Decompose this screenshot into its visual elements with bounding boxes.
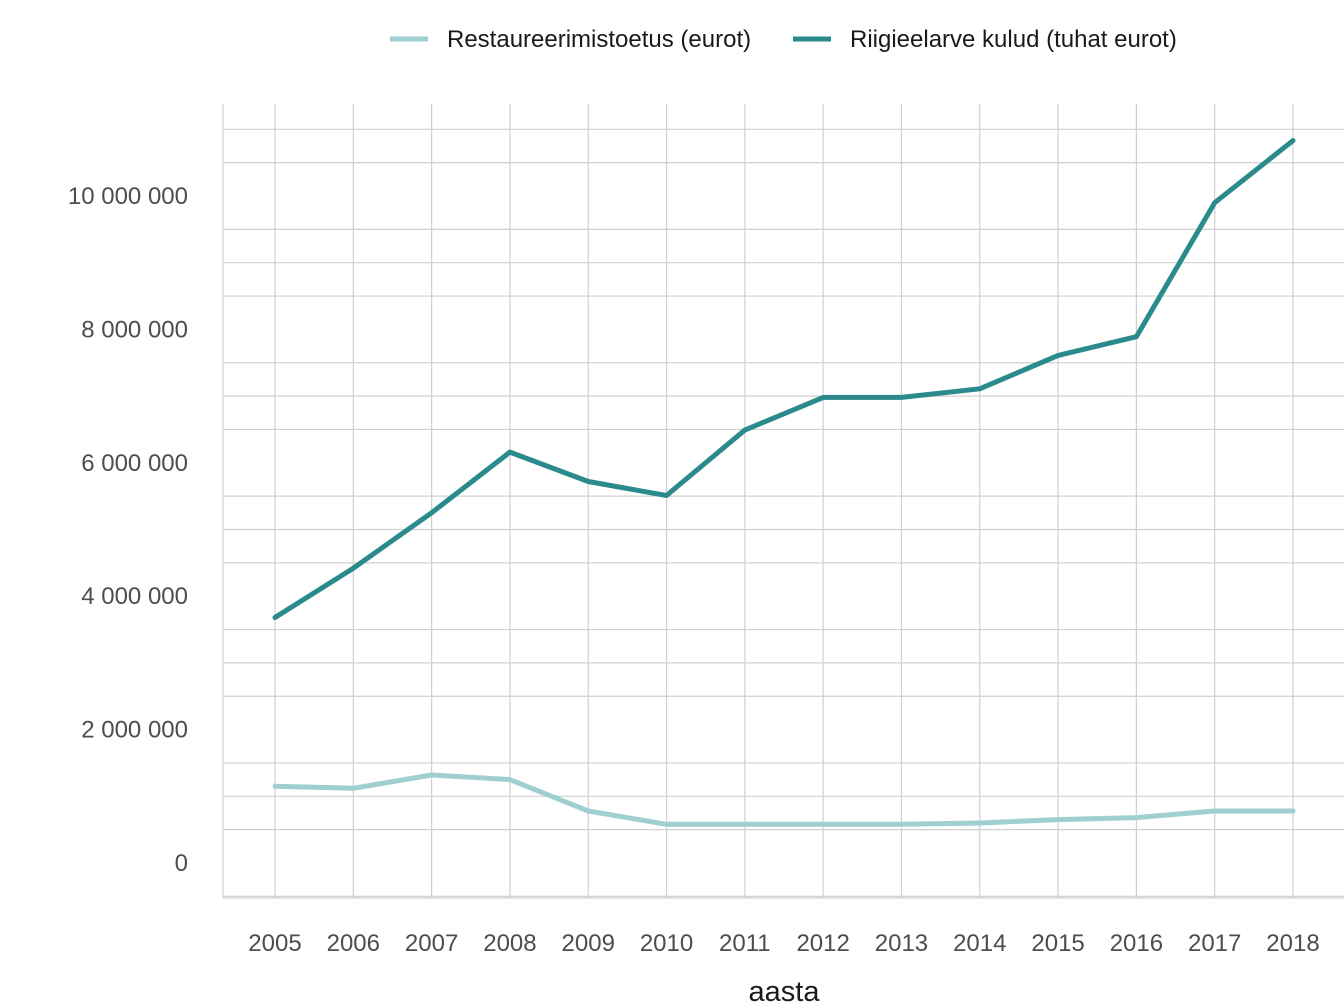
- x-axis-ticks: 2005 2006 2007 2008 2009 2010 2011 2012 2013 2014…: [248, 930, 1319, 957]
- x-tick-label: 2016: [1110, 930, 1163, 957]
- x-tick-label: 2006: [327, 930, 380, 957]
- x-tick-label: 2014: [953, 930, 1006, 957]
- legend: Restaureerimistoetus (eurot) Riigieelarve…: [390, 26, 1177, 53]
- legend-label: Riigieelarve kulud (tuhat eurot): [850, 26, 1177, 53]
- series-line-1: [272, 772, 1296, 827]
- y-tick-label: 0: [175, 850, 188, 877]
- x-tick-label: 2009: [562, 930, 615, 957]
- x-tick-label: 2010: [640, 930, 693, 957]
- x-tick-label: 2018: [1266, 930, 1319, 957]
- y-tick-label: 10 000 000: [68, 183, 188, 210]
- y-tick-label: 2 000 000: [81, 717, 188, 744]
- y-tick-label: 4 000 000: [81, 583, 188, 610]
- x-tick-label: 2008: [483, 930, 536, 957]
- x-tick-label: 2013: [875, 930, 928, 957]
- y-axis-ticks: 0 2 000 000 4 000 000 6 000 000 8 000 000 10 …: [68, 183, 188, 877]
- legend-item-2: Riigieelarve kulud (tuhat eurot): [793, 26, 1177, 53]
- y-tick-label: 8 000 000: [81, 316, 188, 343]
- x-tick-label: 2012: [796, 930, 849, 957]
- legend-item-1: Restaureerimistoetus (eurot): [390, 26, 751, 53]
- x-tick-label: 2007: [405, 930, 458, 957]
- x-tick-label: 2015: [1031, 930, 1084, 957]
- series-line-2: [272, 138, 1296, 620]
- x-tick-label: 2005: [248, 930, 301, 957]
- y-tick-label: 6 000 000: [81, 450, 188, 477]
- grid: [222, 104, 1344, 899]
- x-tick-label: 2011: [719, 930, 771, 957]
- x-axis-title: aasta: [749, 976, 821, 1008]
- legend-label: Restaureerimistoetus (eurot): [447, 26, 751, 53]
- x-tick-label: 2017: [1188, 930, 1241, 957]
- series-lines: [272, 138, 1296, 827]
